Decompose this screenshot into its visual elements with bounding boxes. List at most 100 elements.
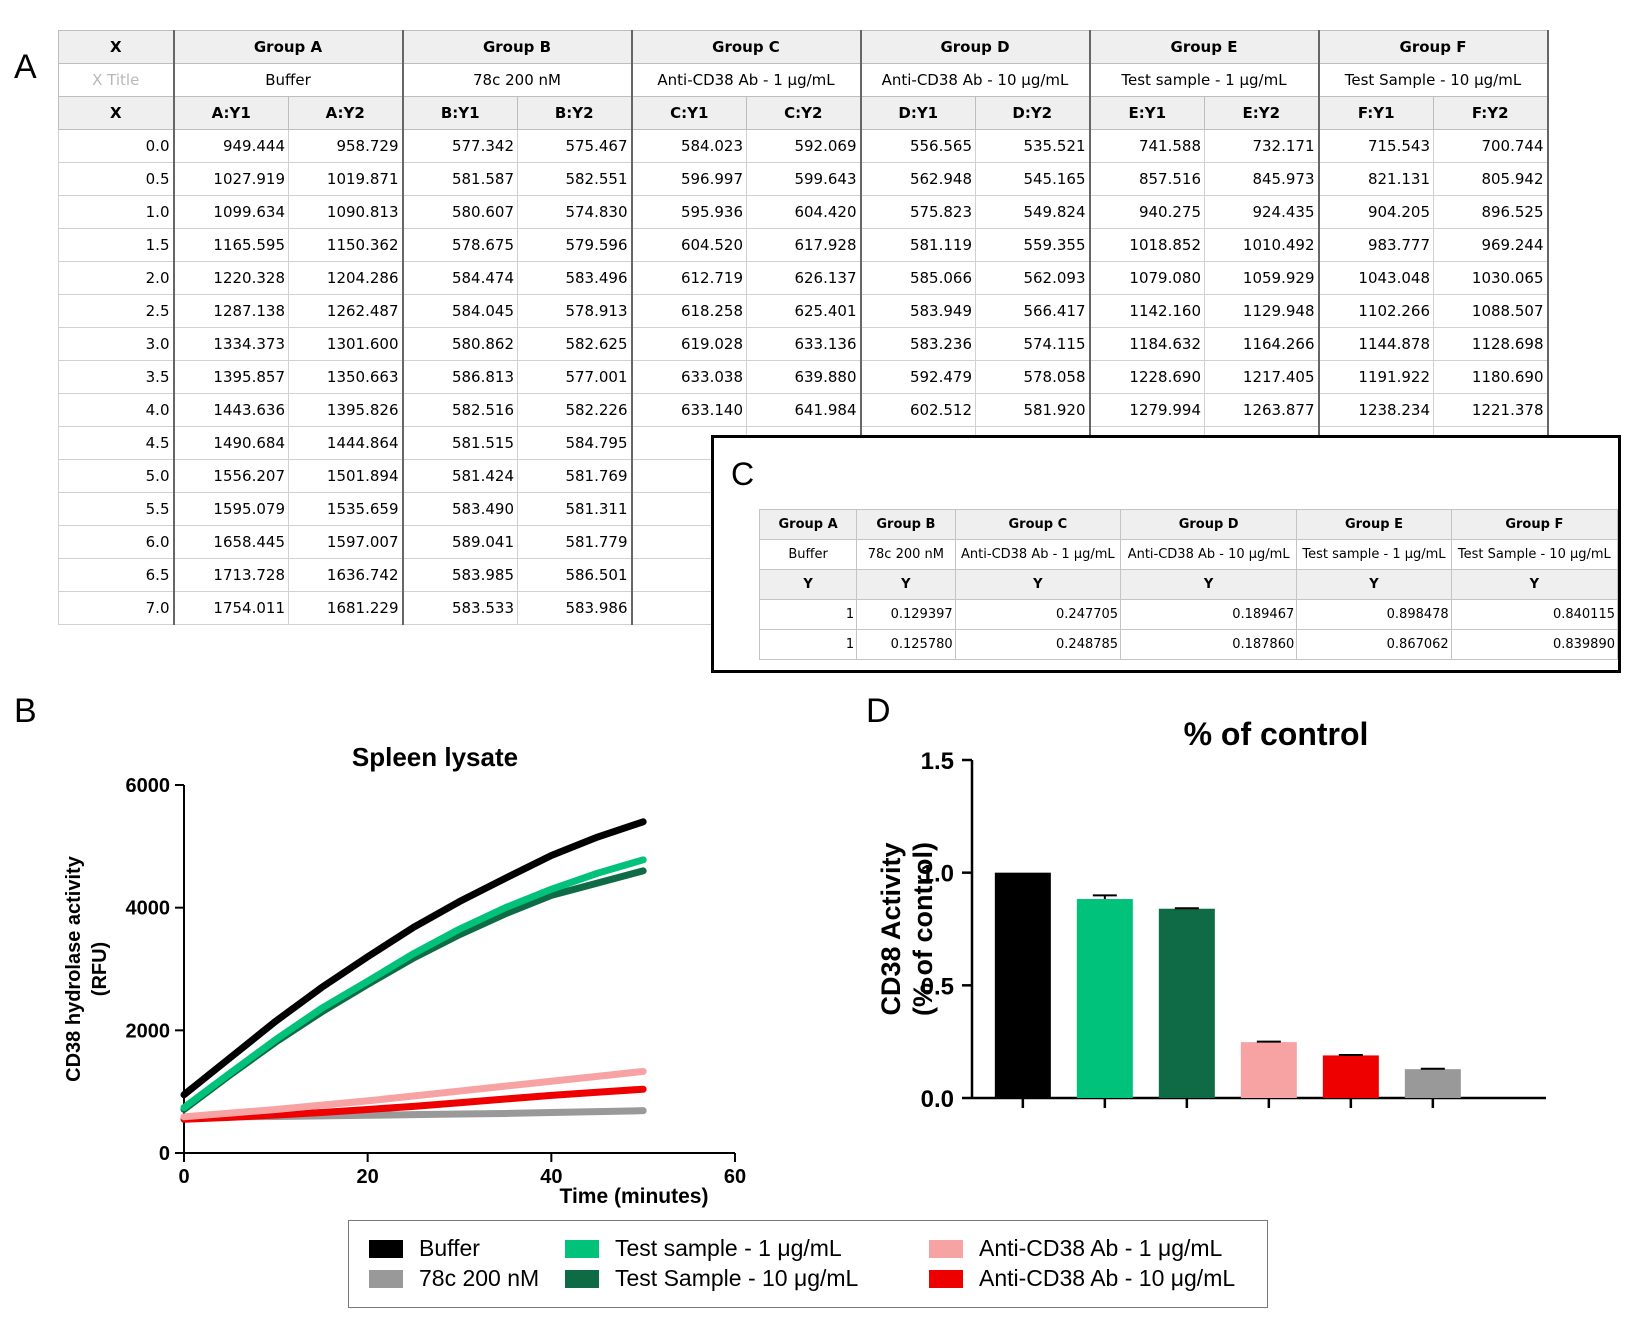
table-cell: 556.565 bbox=[860, 129, 976, 163]
table-c-column-header: Y bbox=[1120, 569, 1298, 600]
table-cell: 582.226 bbox=[517, 393, 633, 427]
legend-label: Anti-CD38 Ab - 10 μg/mL bbox=[979, 1265, 1236, 1291]
table-cell: 1129.948 bbox=[1204, 294, 1320, 328]
table-cell: 741.588 bbox=[1089, 129, 1205, 163]
table-c-group-title: Test sample - 1 μg/mL bbox=[1296, 539, 1452, 570]
table-c-column-header: Y bbox=[1450, 569, 1619, 600]
table-cell: 4.5 bbox=[58, 426, 175, 460]
chart-title: Spleen lysate bbox=[352, 742, 518, 772]
table-cell: 969.244 bbox=[1433, 228, 1549, 262]
y-axis-label-text: CD38 hydrolase activity (RFU) bbox=[63, 855, 111, 1082]
table-a-group-header: Group B bbox=[402, 30, 633, 64]
table-cell: 639.880 bbox=[746, 360, 862, 394]
table-cell: 1490.684 bbox=[173, 426, 289, 460]
table-cell: 1238.234 bbox=[1318, 393, 1434, 427]
table-cell: 574.830 bbox=[517, 195, 633, 229]
table-cell: 618.258 bbox=[631, 294, 747, 328]
table-a-group-header: Group C bbox=[631, 30, 862, 64]
table-a-column-header: C:Y1 bbox=[631, 96, 747, 130]
table-cell: 584.045 bbox=[402, 294, 518, 328]
table-cell: 575.467 bbox=[517, 129, 633, 163]
table-cell: 584.795 bbox=[517, 426, 633, 460]
table-a-group-title: Test sample - 1 μg/mL bbox=[1089, 63, 1320, 97]
table-cell: 582.516 bbox=[402, 393, 518, 427]
table-cell: 586.813 bbox=[402, 360, 518, 394]
table-a-group-header: X bbox=[58, 30, 175, 64]
table-cell: 582.625 bbox=[517, 327, 633, 361]
table-cell: 0.129397 bbox=[856, 599, 956, 630]
table-a-group-title: Buffer bbox=[173, 63, 404, 97]
table-cell: 583.986 bbox=[517, 591, 633, 625]
table-cell: 2.0 bbox=[58, 261, 175, 295]
table-c-column-header: Y bbox=[758, 569, 858, 600]
table-c-group-header: Group E bbox=[1296, 509, 1452, 540]
panel-label-c: C bbox=[731, 456, 755, 492]
table-cell: 5.5 bbox=[58, 492, 175, 526]
table-row: 2.0 1220.328 1204.286 584.474 583.496 612.719… bbox=[58, 261, 1549, 295]
table-cell: 1350.663 bbox=[288, 360, 404, 394]
table-row: 0.0 949.444 958.729 577.342 575.467 584.023 59… bbox=[58, 129, 1549, 163]
table-a-group-title: 78c 200 nM bbox=[402, 63, 633, 97]
y-axis-label-text: CD38 Activity(% of control) bbox=[876, 842, 938, 1016]
table-cell: 1279.994 bbox=[1089, 393, 1205, 427]
table-a-group-header: Group F bbox=[1318, 30, 1549, 64]
table-cell: 581.920 bbox=[975, 393, 1091, 427]
table-cell: 1204.286 bbox=[288, 261, 404, 295]
table-a-column-header: F:Y2 bbox=[1433, 96, 1549, 130]
table-cell: 6.5 bbox=[58, 558, 175, 592]
table-c-group-title: Test Sample - 10 μg/mL bbox=[1450, 539, 1619, 570]
table-cell: 580.607 bbox=[402, 195, 518, 229]
table-cell: 545.165 bbox=[975, 162, 1091, 196]
table-cell: 1019.871 bbox=[288, 162, 404, 196]
table-a-column-header: A:Y2 bbox=[288, 96, 404, 130]
table-cell: 1556.207 bbox=[173, 459, 289, 493]
table-cell: 1059.929 bbox=[1204, 261, 1320, 295]
table-cell: 1010.492 bbox=[1204, 228, 1320, 262]
table-a-group-header: Group D bbox=[860, 30, 1091, 64]
table-cell: 1128.698 bbox=[1433, 327, 1549, 361]
table-cell: 3.0 bbox=[58, 327, 175, 361]
table-cell: 0.187860 bbox=[1120, 629, 1298, 660]
table-cell: 1027.919 bbox=[173, 162, 289, 196]
table-cell: 1535.659 bbox=[288, 492, 404, 526]
table-cell: 583.533 bbox=[402, 591, 518, 625]
table-cell: 6.0 bbox=[58, 525, 175, 559]
table-cell: 1658.445 bbox=[173, 525, 289, 559]
table-cell: 580.862 bbox=[402, 327, 518, 361]
table-cell: 581.119 bbox=[860, 228, 976, 262]
y-tick-label: 0 bbox=[159, 1143, 170, 1165]
table-cell: 732.171 bbox=[1204, 129, 1320, 163]
table-c-group-title: Anti-CD38 Ab - 10 μg/mL bbox=[1120, 539, 1298, 570]
panel-label-b: B bbox=[14, 692, 37, 730]
table-cell: 1180.690 bbox=[1433, 360, 1549, 394]
table-cell: 1681.229 bbox=[288, 591, 404, 625]
y-axis-label: CD38 Activity(% of control) bbox=[876, 842, 938, 1016]
table-cell: 1395.857 bbox=[173, 360, 289, 394]
table-cell: 562.093 bbox=[975, 261, 1091, 295]
table-cell: 617.928 bbox=[746, 228, 862, 262]
legend-label: 78c 200 nM bbox=[419, 1265, 540, 1291]
legend-label: Test Sample - 10 μg/mL bbox=[615, 1265, 859, 1291]
table-cell: 535.521 bbox=[975, 129, 1091, 163]
table-a-group-header: Group E bbox=[1089, 30, 1320, 64]
table-cell: 0.0 bbox=[58, 129, 175, 163]
table-cell: 582.551 bbox=[517, 162, 633, 196]
series-line-3 bbox=[180, 1067, 647, 1121]
table-cell: 0.189467 bbox=[1120, 599, 1298, 630]
table-cell: 578.058 bbox=[975, 360, 1091, 394]
table-cell: 566.417 bbox=[975, 294, 1091, 328]
table-cell: 583.236 bbox=[860, 327, 976, 361]
table-cell: 596.997 bbox=[631, 162, 747, 196]
legend-swatch bbox=[565, 1269, 599, 1288]
line-chart-spleen-lysate: Spleen lysate 0 2000 4000 6000 0 20 40 60 Time (m… bbox=[63, 742, 746, 1208]
table-cell: 1334.373 bbox=[173, 327, 289, 361]
table-c-group-header: Group D bbox=[1120, 509, 1298, 540]
table-cell: 1018.852 bbox=[1089, 228, 1205, 262]
table-a-group-title: X Title bbox=[58, 63, 175, 97]
table-cell: 583.496 bbox=[517, 261, 633, 295]
table-a-group-header: Group A bbox=[173, 30, 404, 64]
legend-swatch bbox=[369, 1239, 403, 1258]
table-row: 3.0 1334.373 1301.600 580.862 582.625 619.028… bbox=[58, 327, 1549, 361]
table-c-column-header: Y bbox=[1296, 569, 1452, 600]
